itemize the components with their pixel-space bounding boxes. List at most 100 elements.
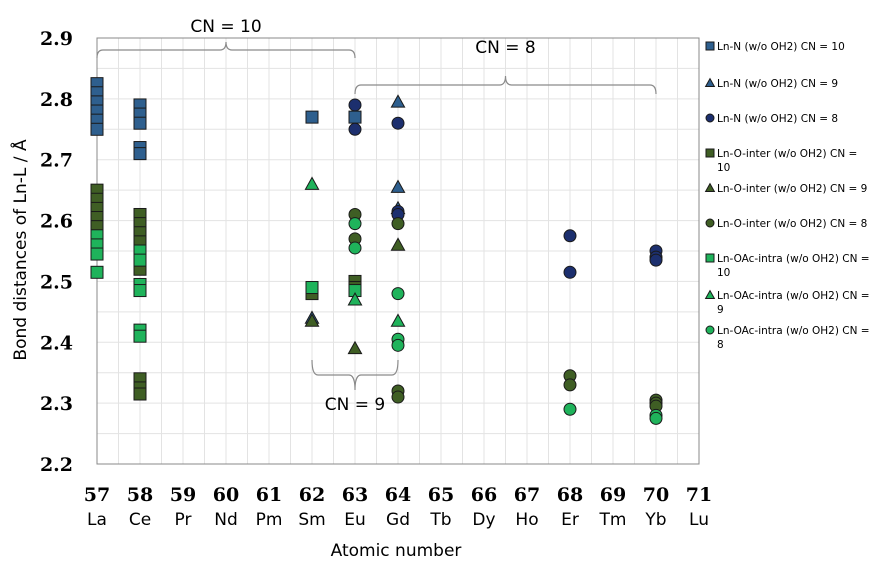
legend-marker bbox=[704, 289, 716, 300]
y-tick-label: 2.8 bbox=[40, 89, 73, 111]
series-0 bbox=[90, 77, 362, 161]
y-tick-label: 2.4 bbox=[40, 332, 73, 354]
data-point bbox=[390, 237, 406, 251]
data-point bbox=[563, 402, 577, 416]
legend-label: Ln-O-inter (w/o OH2) CN = 8 bbox=[717, 218, 867, 230]
y-tick-label: 2.9 bbox=[40, 28, 73, 50]
legend-label: Ln-N (w/o OH2) CN = 9 bbox=[717, 78, 838, 90]
data-point bbox=[304, 313, 320, 327]
data-point bbox=[348, 241, 362, 255]
data-point bbox=[347, 292, 363, 306]
series-6 bbox=[90, 229, 362, 343]
legend-label: 8 bbox=[717, 339, 724, 351]
x-tick-number: 59 bbox=[170, 484, 196, 506]
annotation-label-cn9: CN = 9 bbox=[325, 395, 385, 415]
x-tick-number: 65 bbox=[428, 484, 454, 506]
legend-label: 10 bbox=[717, 162, 730, 174]
x-tick-number: 63 bbox=[342, 484, 368, 506]
data-point bbox=[133, 253, 147, 267]
data-point bbox=[133, 387, 147, 401]
x-tick-symbol: Sm bbox=[298, 510, 325, 530]
x-tick-symbol: Eu bbox=[344, 510, 366, 530]
x-tick-symbol: Yb bbox=[644, 510, 666, 530]
x-tick-symbol: Lu bbox=[689, 510, 709, 530]
legend: Ln-N (w/o OH2) CN = 10 Ln-N (w/o OH2) CN … bbox=[704, 41, 870, 351]
annotation-brace-cn8 bbox=[354, 75, 657, 95]
legend-marker bbox=[705, 148, 715, 158]
data-point bbox=[133, 284, 147, 298]
x-tick-symbol: Gd bbox=[386, 510, 410, 530]
data-point bbox=[90, 122, 104, 136]
annotation-label-cn10: CN = 10 bbox=[190, 17, 261, 37]
y-axis-label: Bond distances of Ln-L / Å bbox=[9, 139, 31, 361]
y-tick-label: 2.3 bbox=[40, 393, 73, 415]
annotations: CN = 10 CN = 8 CN = 9 bbox=[96, 17, 657, 415]
x-tick-labels: 57 La 58 Ce 59 Pr 60 Nd 61 Pm 62 Sm 63 Eu 64 Gd 65 Tb 66 Dy… bbox=[84, 484, 712, 530]
x-tick-number: 62 bbox=[299, 484, 325, 506]
legend-label: 9 bbox=[717, 304, 724, 316]
legend-label: Ln-N (w/o OH2) CN = 10 bbox=[717, 41, 845, 53]
data-point bbox=[347, 340, 363, 355]
legend-label: Ln-OAc-intra (w/o OH2) CN = bbox=[717, 290, 870, 302]
x-tick-symbol: La bbox=[87, 510, 107, 530]
data-point bbox=[348, 110, 362, 124]
data-point bbox=[305, 281, 319, 295]
x-tick-number: 70 bbox=[643, 484, 669, 506]
data-point bbox=[133, 147, 147, 161]
legend-marker bbox=[704, 77, 716, 88]
data-point bbox=[348, 98, 362, 112]
data-points bbox=[90, 77, 663, 425]
x-tick-number: 68 bbox=[557, 484, 583, 506]
x-tick-symbol: Tm bbox=[599, 510, 627, 530]
y-tick-label: 2.2 bbox=[40, 454, 73, 476]
annotation-brace-cn9 bbox=[311, 359, 399, 391]
x-tick-number: 69 bbox=[600, 484, 626, 506]
data-point bbox=[391, 338, 405, 352]
legend-marker bbox=[705, 113, 715, 123]
legend-marker bbox=[704, 182, 716, 193]
y-tick-label: 2.5 bbox=[40, 271, 73, 293]
legend-marker bbox=[705, 41, 715, 51]
data-point bbox=[563, 265, 577, 279]
data-point bbox=[305, 110, 319, 124]
data-point bbox=[390, 94, 406, 108]
series-2 bbox=[348, 98, 663, 279]
series-4 bbox=[304, 237, 406, 355]
annotation-label-cn8: CN = 8 bbox=[475, 38, 535, 58]
x-tick-symbol: Ce bbox=[129, 510, 151, 530]
x-tick-symbol: Dy bbox=[472, 510, 495, 530]
x-tick-number: 58 bbox=[127, 484, 153, 506]
annotation-brace-cn10 bbox=[96, 41, 356, 59]
data-point bbox=[133, 329, 147, 343]
x-tick-number: 71 bbox=[686, 484, 712, 506]
data-point bbox=[649, 411, 663, 425]
x-tick-symbol: Tb bbox=[429, 510, 451, 530]
data-point bbox=[391, 217, 405, 231]
legend-marker bbox=[705, 253, 715, 263]
data-point bbox=[391, 390, 405, 404]
data-point bbox=[90, 247, 104, 261]
y-tick-labels: 2.2 2.3 2.4 2.5 2.6 2.7 2.8 2.9 bbox=[40, 28, 73, 476]
legend-label: Ln-N (w/o OH2) CN = 8 bbox=[717, 113, 838, 125]
x-tick-symbol: Pm bbox=[256, 510, 283, 530]
series-5 bbox=[348, 207, 663, 413]
y-tick-label: 2.6 bbox=[40, 211, 73, 233]
x-axis-label: Atomic number bbox=[331, 541, 462, 561]
x-tick-number: 64 bbox=[385, 484, 411, 506]
x-tick-number: 67 bbox=[514, 484, 540, 506]
data-point bbox=[563, 229, 577, 243]
data-point bbox=[391, 116, 405, 130]
legend-label: Ln-OAc-intra (w/o OH2) CN = bbox=[717, 253, 870, 265]
legend-label: Ln-O-inter (w/o OH2) CN = bbox=[717, 148, 857, 160]
data-point bbox=[390, 313, 406, 327]
data-point bbox=[391, 287, 405, 301]
x-tick-number: 61 bbox=[256, 484, 282, 506]
legend-label: 10 bbox=[717, 267, 730, 279]
data-point bbox=[390, 179, 406, 193]
y-tick-label: 2.7 bbox=[40, 150, 73, 172]
x-tick-number: 57 bbox=[84, 484, 110, 506]
series-7 bbox=[304, 176, 406, 327]
series-8 bbox=[348, 217, 663, 425]
data-point bbox=[348, 122, 362, 136]
data-point bbox=[348, 217, 362, 231]
